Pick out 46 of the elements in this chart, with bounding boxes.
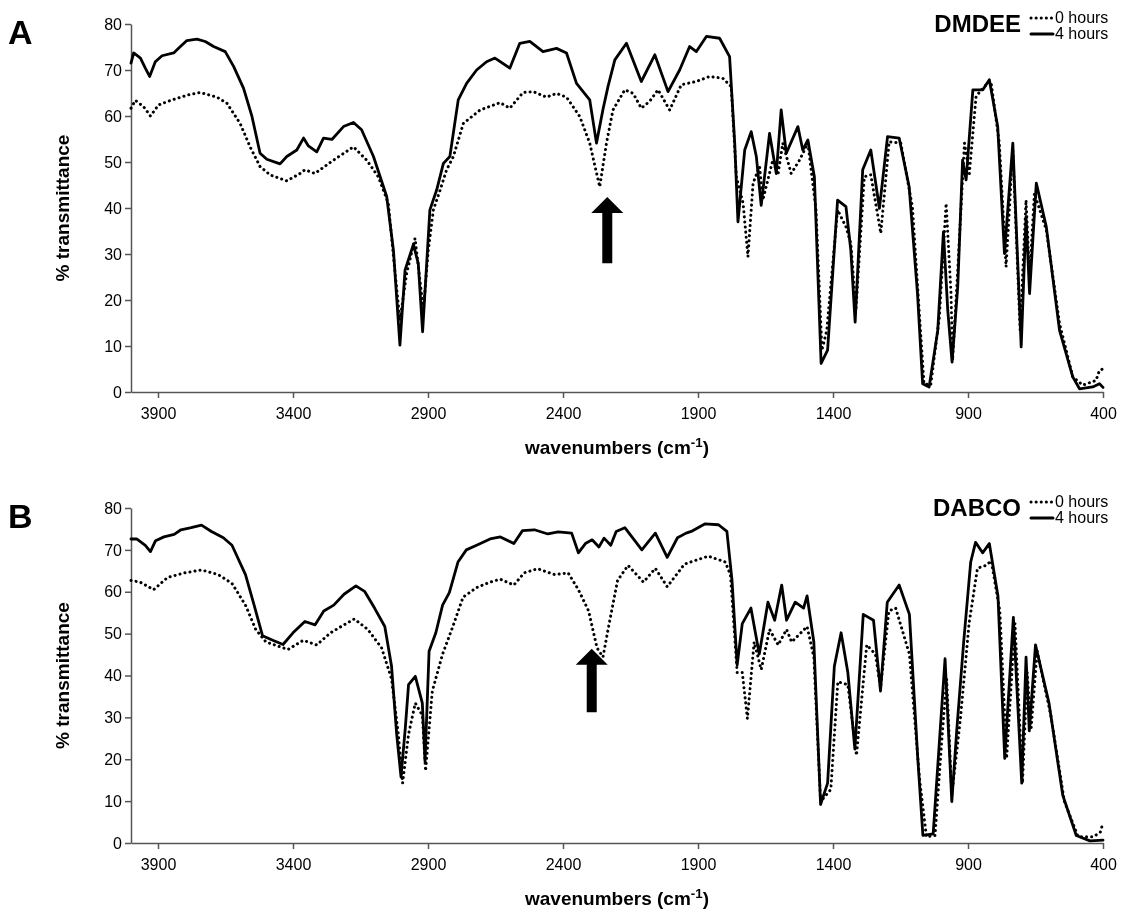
- x-tick-label: 1400: [815, 855, 852, 873]
- y-tick-label: 30: [104, 245, 123, 263]
- y-tick-label: 10: [104, 337, 123, 355]
- legend-title: DMDEE: [934, 10, 1021, 37]
- y-tick-label: 50: [104, 153, 123, 171]
- y-tick-label: 60: [104, 583, 123, 601]
- y-tick-label: 70: [104, 541, 123, 559]
- x-tick-label: 400: [1090, 404, 1117, 422]
- x-tick-label: 2900: [410, 404, 447, 422]
- y-tick-label: 30: [104, 708, 123, 726]
- legend-title: DABCO: [933, 494, 1021, 521]
- x-axis-title: wavenumbers (cm$^{-1}$): [524, 434, 709, 458]
- y-tick-label: 0: [113, 383, 123, 401]
- legend-label: 4 hours: [1055, 25, 1109, 42]
- x-tick-label: 2400: [545, 404, 582, 422]
- y-tick-label: 80: [104, 15, 123, 33]
- x-tick-label: 3900: [140, 855, 177, 873]
- x-tick-label: 2400: [545, 855, 582, 873]
- x-tick-label: 900: [955, 404, 982, 422]
- chart-title: A: [8, 13, 33, 51]
- y-axis-title: % transmittance: [52, 134, 73, 282]
- x-tick-label: 2900: [410, 855, 447, 873]
- chart-title: B: [8, 497, 33, 535]
- x-axis-title: wavenumbers (cm$^{-1}$): [524, 885, 709, 909]
- y-tick-label: 40: [104, 199, 123, 217]
- y-tick-label: 10: [104, 792, 123, 810]
- x-tick-label: 3400: [275, 855, 312, 873]
- y-axis-title: % transmittance: [52, 602, 73, 749]
- y-tick-label: 40: [104, 667, 123, 685]
- x-tick-label: 1900: [680, 404, 717, 422]
- x-tick-label: 1400: [815, 404, 852, 422]
- x-tick-label: 3900: [140, 404, 177, 422]
- legend-label: 4 hours: [1055, 509, 1109, 526]
- y-tick-label: 60: [104, 107, 123, 125]
- y-tick-label: 20: [104, 291, 123, 309]
- x-tick-label: 1900: [680, 855, 717, 873]
- legend-label: 0 hours: [1055, 493, 1109, 510]
- y-tick-label: 0: [113, 834, 123, 852]
- y-tick-label: 70: [104, 61, 123, 79]
- y-tick-label: 80: [104, 499, 123, 517]
- y-tick-label: 50: [104, 625, 123, 643]
- x-tick-label: 400: [1090, 855, 1117, 873]
- y-tick-label: 20: [104, 750, 123, 768]
- x-tick-label: 3400: [275, 404, 312, 422]
- legend-label: 0 hours: [1055, 9, 1109, 26]
- x-tick-label: 900: [955, 855, 982, 873]
